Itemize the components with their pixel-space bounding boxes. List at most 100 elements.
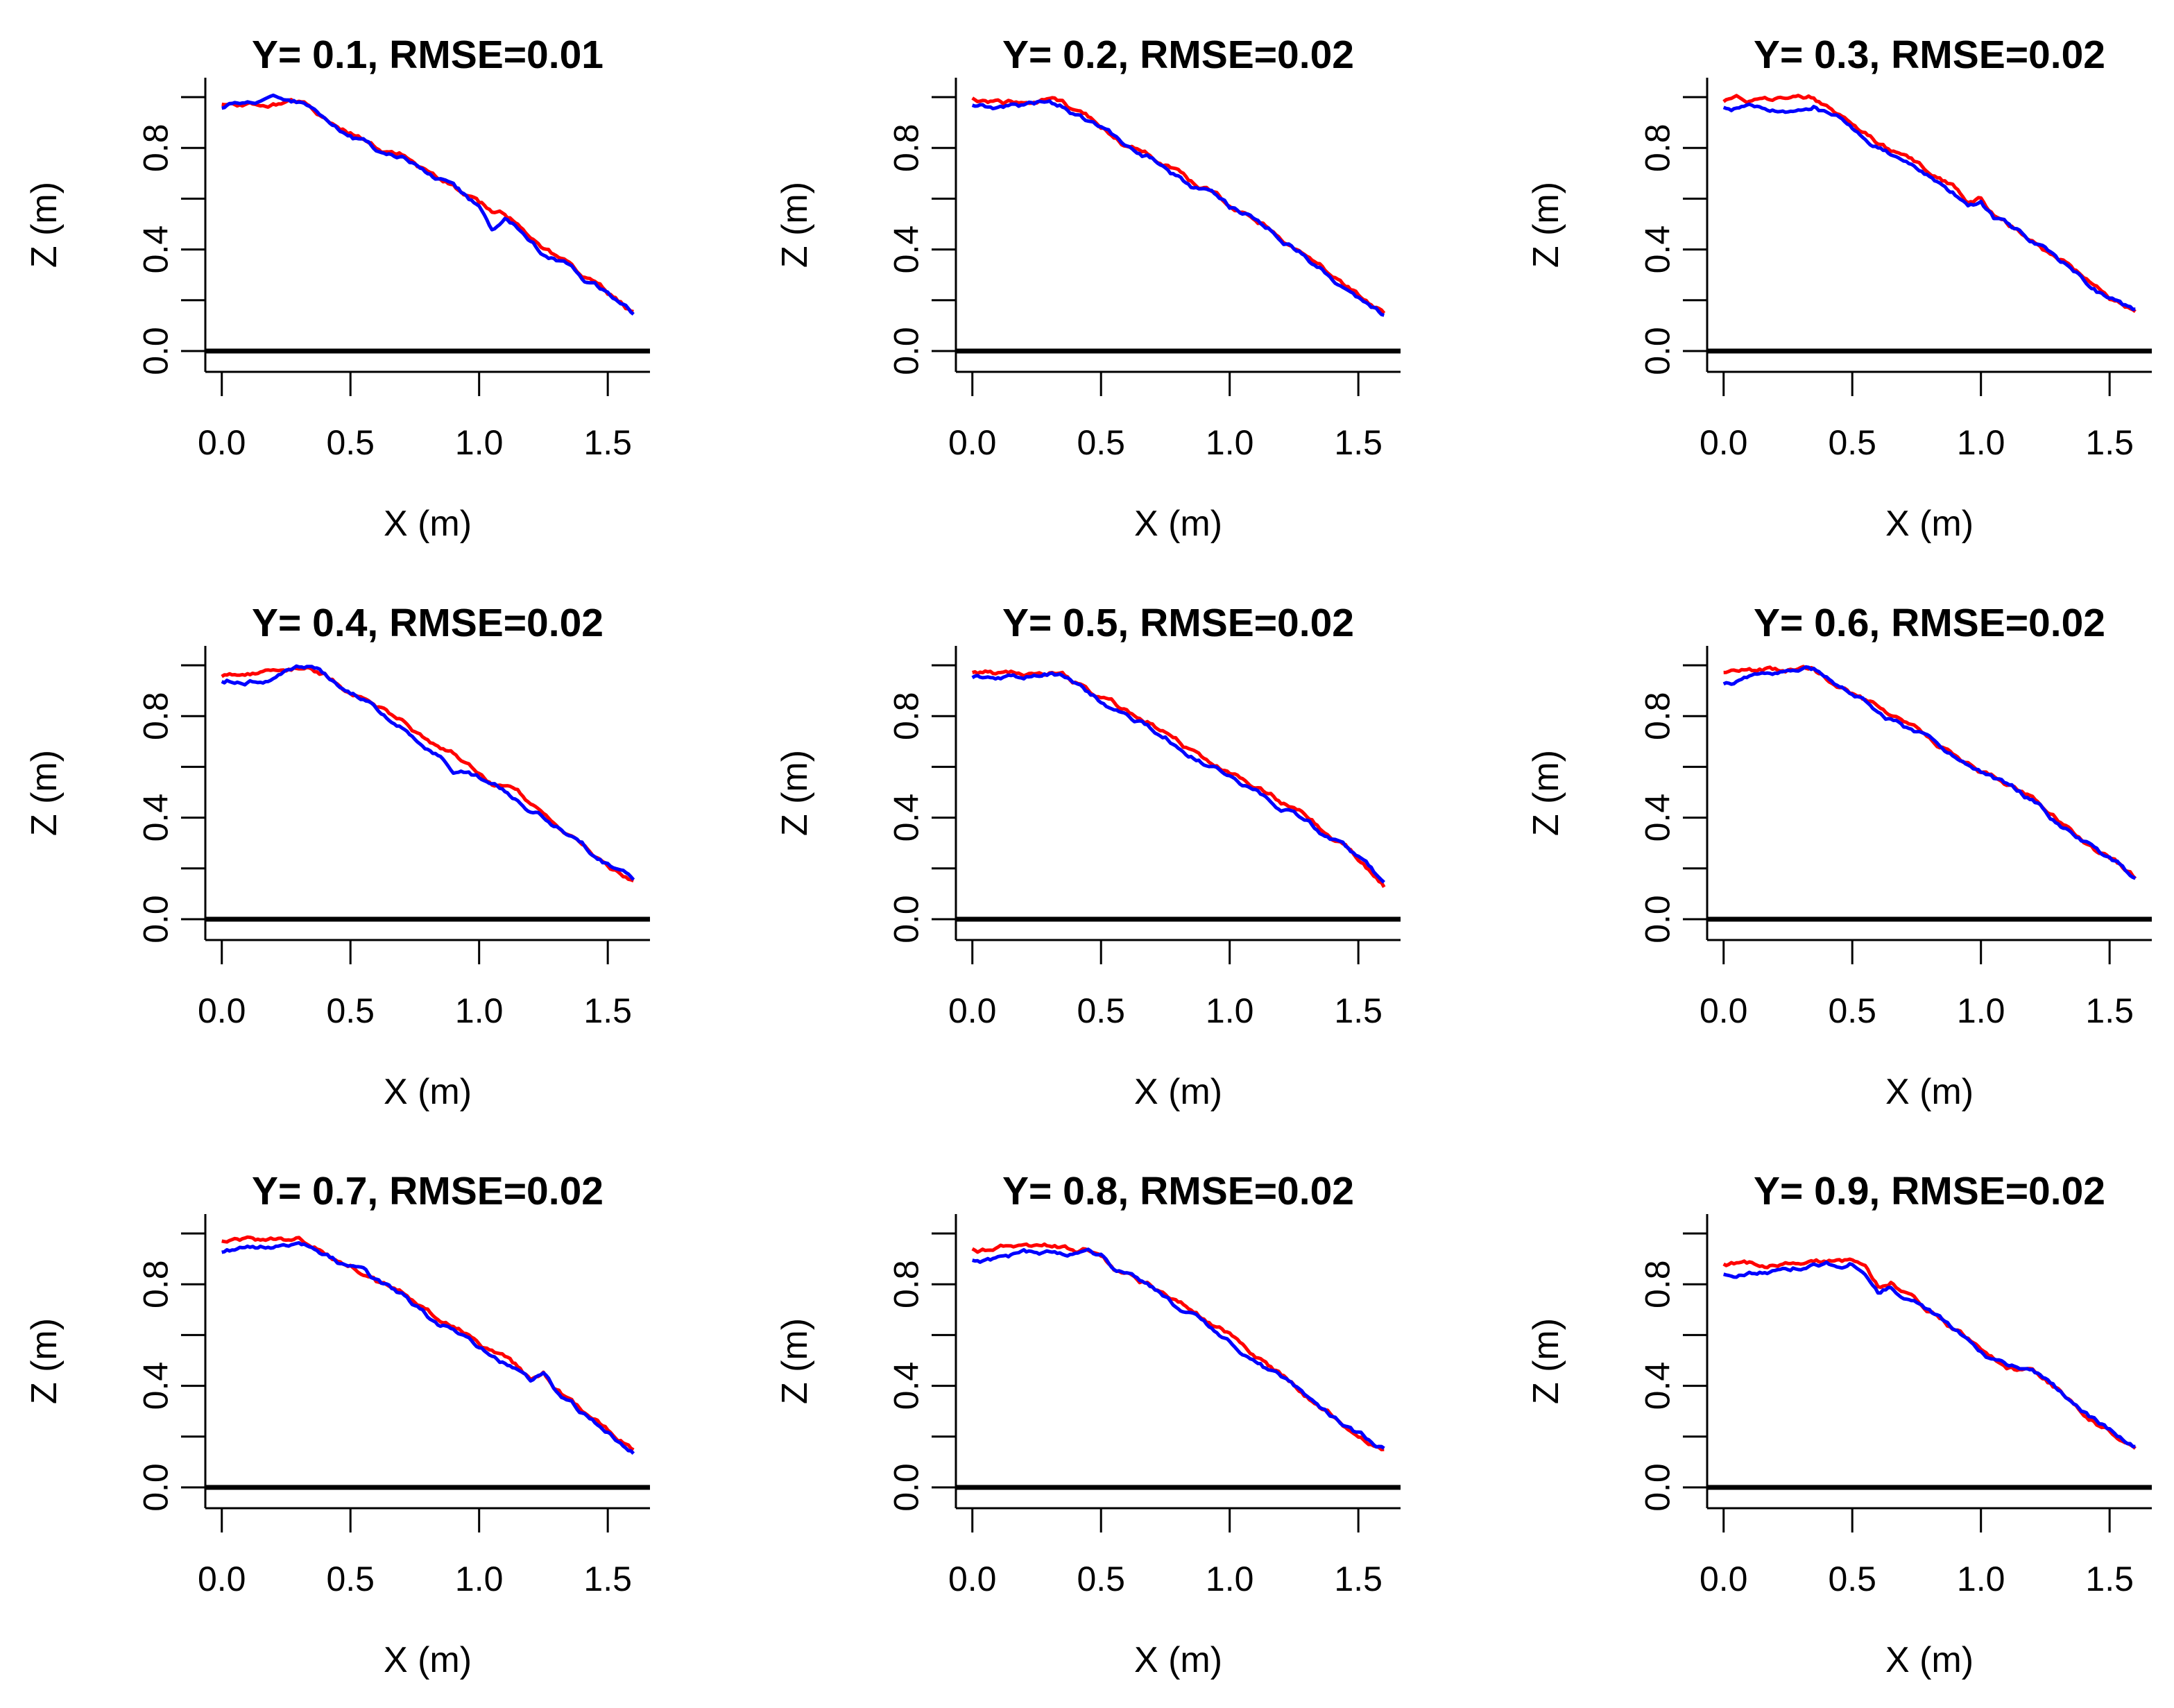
x-tick-label: 1.5 xyxy=(583,991,632,1030)
y-tick-label: 0.4 xyxy=(1638,1362,1677,1410)
y-tick-label: 0.4 xyxy=(1638,794,1677,842)
y-tick-label: 0.8 xyxy=(887,123,926,172)
y-tick-label: 0.0 xyxy=(137,895,176,943)
x-tick-label: 0.5 xyxy=(1828,1560,1876,1598)
blue-series-line xyxy=(1722,102,2136,311)
x-tick-label: 0.5 xyxy=(1828,423,1876,462)
x-tick-label: 1.0 xyxy=(1957,423,2005,462)
blue-series-line xyxy=(971,99,1385,317)
panel-title: Y= 0.5, RMSE=0.02 xyxy=(1002,601,1354,645)
panel-title: Y= 0.6, RMSE=0.02 xyxy=(1754,601,2105,645)
x-tick-label: 1.0 xyxy=(1206,423,1254,462)
y-tick-label: 0.4 xyxy=(887,794,926,842)
x-tick-label: 1.5 xyxy=(2085,423,2134,462)
panel-0.4: Y= 0.4, RMSE=0.02 0.0 0.4 0.8 0.0 0.5 1.0 1.5 X … xyxy=(24,601,650,1112)
x-tick-label: 0.0 xyxy=(1700,423,1748,462)
x-axis-title: X (m) xyxy=(1134,1072,1222,1112)
x-axis-title: X (m) xyxy=(1134,504,1222,544)
x-tick-label: 0.5 xyxy=(326,423,375,462)
y-tick-label: 0.8 xyxy=(1638,692,1677,740)
y-tick-label: 0.8 xyxy=(1638,1260,1677,1308)
blue-series-line xyxy=(1723,1260,2136,1449)
panel-title: Y= 0.2, RMSE=0.02 xyxy=(1002,33,1354,77)
x-tick-label: 0.5 xyxy=(1077,423,1125,462)
y-tick-label: 0.0 xyxy=(1638,1463,1677,1512)
x-tick-label: 1.5 xyxy=(1334,991,1383,1030)
blue-series-line xyxy=(221,1241,635,1455)
y-axis-title: Z (m) xyxy=(24,182,65,268)
x-tick-label: 1.0 xyxy=(1206,991,1254,1030)
y-tick-label: 0.8 xyxy=(887,1260,926,1308)
x-tick-label: 1.5 xyxy=(583,1560,632,1598)
x-tick-label: 0.0 xyxy=(1700,1560,1748,1598)
panel-title: Y= 0.9, RMSE=0.02 xyxy=(1754,1169,2105,1213)
y-tick-label: 0.8 xyxy=(887,692,926,740)
y-tick-label: 0.0 xyxy=(887,895,926,943)
red-series-line xyxy=(221,665,635,882)
x-tick-label: 1.5 xyxy=(2085,1560,2134,1598)
x-tick-label: 1.0 xyxy=(455,991,504,1030)
x-tick-label: 0.0 xyxy=(948,991,997,1030)
panel-title: Y= 0.4, RMSE=0.02 xyxy=(252,601,604,645)
y-tick-label: 0.8 xyxy=(137,692,176,740)
panel-title: Y= 0.8, RMSE=0.02 xyxy=(1002,1169,1354,1213)
x-tick-label: 1.5 xyxy=(583,423,632,462)
x-tick-label: 0.0 xyxy=(948,423,997,462)
blue-series-line xyxy=(221,93,635,316)
x-axis-title: X (m) xyxy=(384,504,472,544)
x-tick-label: 0.5 xyxy=(326,991,375,1030)
x-axis-title: X (m) xyxy=(1885,1640,1974,1680)
y-tick-label: 0.0 xyxy=(887,327,926,375)
red-series-line xyxy=(972,669,1386,889)
y-tick-label: 0.4 xyxy=(137,794,176,842)
y-tick-label: 0.0 xyxy=(887,1463,926,1512)
x-tick-label: 0.0 xyxy=(1700,991,1748,1030)
y-tick-label: 0.4 xyxy=(887,225,926,274)
blue-series-line xyxy=(1722,665,2137,880)
x-tick-label: 1.0 xyxy=(1957,1560,2005,1598)
panel-0.1: Y= 0.1, RMSE=0.01 0.0 0.4 0.8 0.0 0.5 1.0 1.5 X … xyxy=(24,33,650,544)
y-tick-label: 0.8 xyxy=(1638,123,1677,172)
x-tick-label: 1.0 xyxy=(455,1560,504,1598)
x-tick-label: 1.0 xyxy=(455,423,504,462)
y-tick-label: 0.8 xyxy=(137,1260,176,1308)
y-axis-title: Z (m) xyxy=(775,1318,815,1404)
x-tick-label: 0.5 xyxy=(326,1560,375,1598)
x-tick-label: 1.5 xyxy=(2085,991,2134,1030)
red-series-line xyxy=(1723,665,2137,880)
x-axis-title: X (m) xyxy=(384,1640,472,1680)
red-series-line xyxy=(971,1242,1385,1451)
y-axis-title: Z (m) xyxy=(775,750,815,836)
y-tick-label: 0.4 xyxy=(137,225,176,274)
panel-0.5: Y= 0.5, RMSE=0.02 0.0 0.4 0.8 0.0 0.5 1.0 1.5 X … xyxy=(775,601,1401,1112)
panel-0.3: Y= 0.3, RMSE=0.02 0.0 0.4 0.8 0.0 0.5 1.0 1.5 X … xyxy=(1526,33,2152,544)
panel-0.6: Y= 0.6, RMSE=0.02 0.0 0.4 0.8 0.0 0.5 1.0 1.5 X … xyxy=(1526,601,2152,1112)
x-axis-title: X (m) xyxy=(384,1072,472,1112)
blue-series-line xyxy=(972,1247,1385,1450)
blue-series-line xyxy=(221,664,635,881)
red-series-line xyxy=(1722,94,2137,314)
panel-0.7: Y= 0.7, RMSE=0.02 0.0 0.4 0.8 0.0 0.5 1.0 1.5 X … xyxy=(24,1169,650,1680)
panel-0.2: Y= 0.2, RMSE=0.02 0.0 0.4 0.8 0.0 0.5 1.0 1.5 X … xyxy=(775,33,1401,544)
x-axis-title: X (m) xyxy=(1885,1072,1974,1112)
x-tick-label: 0.5 xyxy=(1077,991,1125,1030)
x-axis-title: X (m) xyxy=(1885,504,1974,544)
panel-title: Y= 0.3, RMSE=0.02 xyxy=(1754,33,2105,77)
panel-0.8: Y= 0.8, RMSE=0.02 0.0 0.4 0.8 0.0 0.5 1.0 1.5 X … xyxy=(775,1169,1401,1680)
red-series-line xyxy=(1722,1257,2137,1450)
y-axis-title: Z (m) xyxy=(1526,750,1566,836)
x-tick-label: 0.0 xyxy=(198,991,246,1030)
red-series-line xyxy=(221,1235,635,1452)
y-axis-title: Z (m) xyxy=(24,750,65,836)
y-tick-label: 0.8 xyxy=(137,123,176,172)
x-tick-label: 0.0 xyxy=(948,1560,997,1598)
x-tick-label: 1.0 xyxy=(1206,1560,1254,1598)
y-tick-label: 0.0 xyxy=(137,327,176,375)
x-tick-label: 0.0 xyxy=(198,1560,246,1598)
y-tick-label: 0.4 xyxy=(887,1362,926,1410)
x-tick-label: 1.0 xyxy=(1957,991,2005,1030)
y-axis-title: Z (m) xyxy=(24,1318,65,1404)
y-tick-label: 0.0 xyxy=(1638,895,1677,943)
y-tick-label: 0.4 xyxy=(1638,225,1677,274)
